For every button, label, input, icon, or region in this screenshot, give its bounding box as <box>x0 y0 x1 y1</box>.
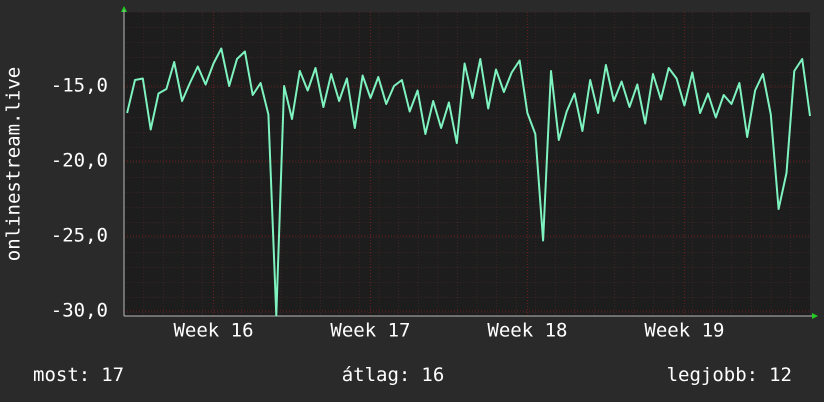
minor-grid <box>124 12 810 316</box>
axis-arrow <box>121 6 127 12</box>
summary-item: legjobb: 12 <box>667 364 792 386</box>
axis-arrow <box>812 313 818 319</box>
y-axis-label: onlinestream.live <box>3 67 25 261</box>
summary-label: most: <box>33 364 90 386</box>
y-tick-label: -25,0 <box>51 225 108 247</box>
summary-label: legjobb: <box>667 364 759 386</box>
x-tick-label: Week 16 <box>173 320 253 342</box>
summary-value: 16 <box>421 364 444 386</box>
summary-value: 12 <box>769 364 792 386</box>
data-line <box>126 47 811 317</box>
y-tick-label: -20,0 <box>51 149 108 171</box>
x-tick-label: Week 19 <box>644 320 724 342</box>
x-tick-label: Week 18 <box>487 320 567 342</box>
summary-item: átlag: 16 <box>342 364 445 386</box>
summary-value: 17 <box>101 364 124 386</box>
summary-label: átlag: <box>342 364 411 386</box>
x-tick-label: Week 17 <box>330 320 410 342</box>
summary-item: most: 17 <box>33 364 124 386</box>
y-tick-label: -30,0 <box>51 300 108 322</box>
y-tick-label: -15,0 <box>51 74 108 96</box>
